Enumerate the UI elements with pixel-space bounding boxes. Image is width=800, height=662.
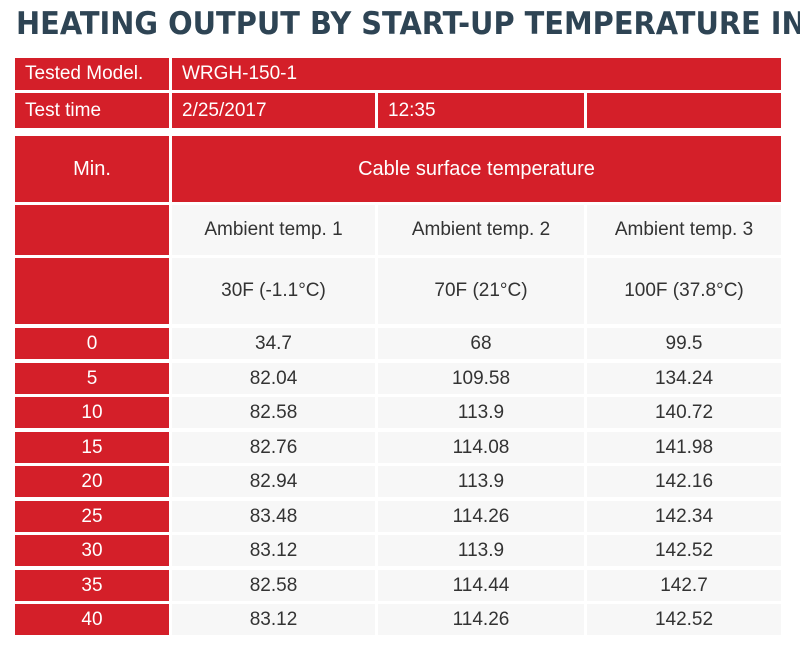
temperature-cell: 83.48 <box>172 501 375 532</box>
ambient-label-2: Ambient temp. 2 <box>378 205 584 255</box>
temperature-cell: 113.9 <box>378 397 584 428</box>
temperature-cell: 82.76 <box>172 432 375 463</box>
temperature-cell: 142.16 <box>587 466 781 497</box>
temperature-cell: 142.34 <box>587 501 781 532</box>
extra-value <box>587 93 781 128</box>
temperature-cell: 142.52 <box>587 604 781 635</box>
date-value: 2/25/2017 <box>172 93 375 128</box>
temperature-cell: 83.12 <box>172 535 375 566</box>
time-value: 12:35 <box>378 93 584 128</box>
temperature-cell: 114.08 <box>378 432 584 463</box>
temperature-cell: 82.58 <box>172 397 375 428</box>
group-header: Cable surface temperature <box>172 136 781 202</box>
minute-cell: 5 <box>15 363 169 394</box>
min-header: Min. <box>15 136 169 202</box>
minute-cell: 20 <box>15 466 169 497</box>
temperature-cell: 68 <box>378 328 584 359</box>
temperature-cell: 82.94 <box>172 466 375 497</box>
temperature-cell: 83.12 <box>172 604 375 635</box>
temperature-cell: 114.44 <box>378 570 584 601</box>
ambient-value-2: 70F (21°C) <box>378 258 584 324</box>
ambient-label-3: Ambient temp. 3 <box>587 205 781 255</box>
ambient-label-1: Ambient temp. 1 <box>172 205 375 255</box>
temperature-cell: 134.24 <box>587 363 781 394</box>
temperature-cell: 82.58 <box>172 570 375 601</box>
model-value: WRGH-150-1 <box>172 58 781 90</box>
minute-cell: 40 <box>15 604 169 635</box>
minute-cell: 30 <box>15 535 169 566</box>
ambient-value-1: 30F (-1.1°C) <box>172 258 375 324</box>
temperature-cell: 113.9 <box>378 535 584 566</box>
temperature-cell: 99.5 <box>587 328 781 359</box>
ambient-value-3: 100F (37.8°C) <box>587 258 781 324</box>
time-label: Test time <box>15 93 169 128</box>
minute-cell: 15 <box>15 432 169 463</box>
temperature-cell: 142.7 <box>587 570 781 601</box>
temperature-cell: 114.26 <box>378 501 584 532</box>
temperature-cell: 34.7 <box>172 328 375 359</box>
temperature-cell: 113.9 <box>378 466 584 497</box>
temperature-cell: 82.04 <box>172 363 375 394</box>
minute-cell: 35 <box>15 570 169 601</box>
temperature-cell: 109.58 <box>378 363 584 394</box>
minute-cell: 10 <box>15 397 169 428</box>
temperature-cell: 141.98 <box>587 432 781 463</box>
blank-header-cell <box>15 258 169 324</box>
minute-cell: 0 <box>15 328 169 359</box>
page-title: HEATING OUTPUT BY START-UP TEMPERATURE I… <box>16 6 800 42</box>
temperature-cell: 142.52 <box>587 535 781 566</box>
model-label: Tested Model. <box>15 58 169 90</box>
temperature-cell: 114.26 <box>378 604 584 635</box>
temperature-cell: 140.72 <box>587 397 781 428</box>
minute-cell: 25 <box>15 501 169 532</box>
blank-header-cell <box>15 205 169 255</box>
